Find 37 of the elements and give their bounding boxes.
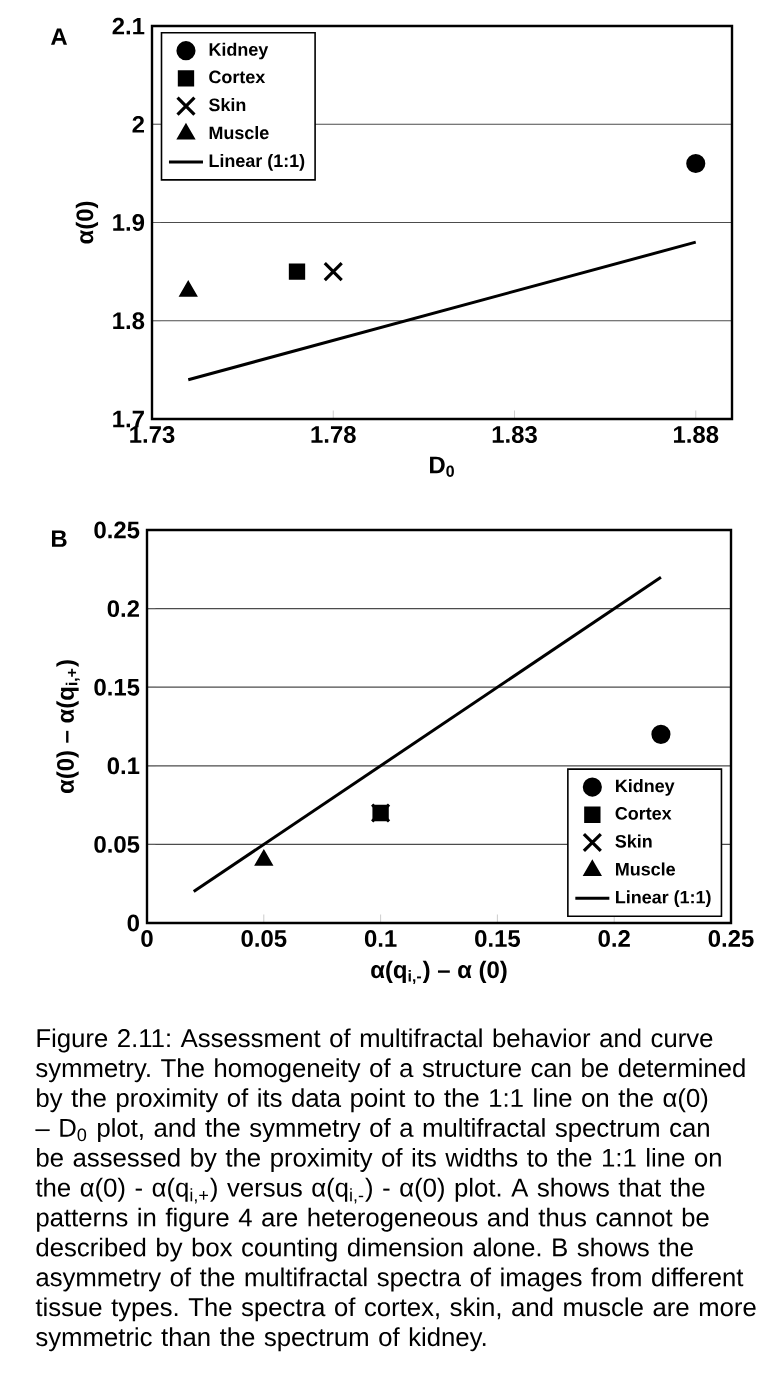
y-tick-label: 0.25 (94, 521, 140, 539)
legend-label: Cortex (615, 807, 672, 820)
y-axis-title: α(0) – α(q$_{i,+}$) (56, 660, 80, 794)
x-axis-title: α(q$_{i,-}$) – α (0) (371, 960, 507, 985)
text: Figure 2.11: Assessment of multifractal behavior and curve symmetry. The homogeneity of a structure can be determined by the proximity of its data point to the 1:1 line on the α(0) – D$_{0}$ plot, and the symmetry of a multifractal spectrum can be assessed by the proximity of its widths to the 1:1 line on the α(0) - α(q$_{i,+}$) versus α(q$_{i,-}$) - α(0) plot. A shows that the patterns in figure 4 are heterogeneous and thus cannot be described by box counting dimension alone. B shows the asymmetry of the multifractal spectra of images from different tissue types. The spectra of cortex, skin, and muscle are more symmetric than the spectrum of kidney. (35, 1028, 756, 1352)
y-tick-label: 1.9 (113, 214, 145, 231)
y-tick-label: 0.15 (94, 678, 140, 696)
x-tick-label: 0.2 (598, 930, 630, 947)
y-tick-label: 2.1 (112, 17, 145, 35)
legend-label: Muscle (616, 862, 676, 876)
x-tick-label: 1.83 (492, 426, 537, 444)
legend-label: Linear (1:1) (616, 890, 711, 908)
legend-label: Kidney (616, 779, 675, 796)
x-axis-title: D$_{0}$ (430, 456, 454, 477)
y-tick-label: 0.1 (107, 757, 140, 775)
x-tick-label: 0.25 (708, 930, 754, 947)
x-tick-label: 1.88 (673, 426, 719, 443)
y-tick-label: 0 (127, 914, 139, 932)
legend-label: Kidney (209, 42, 269, 60)
legend-label: Skin (615, 834, 652, 848)
y-tick-label: 1.8 (113, 312, 145, 330)
y-tick-label: 0.05 (94, 835, 140, 853)
x-tick-label: 0.05 (241, 930, 287, 947)
x-tick-label: 0.15 (475, 930, 520, 947)
x-tick-label: 1.78 (311, 426, 356, 443)
legend-label: Skin (209, 98, 246, 112)
y-tick-label: 0.2 (107, 600, 140, 618)
y-tick-label: 1.7 (113, 410, 144, 428)
text: B (51, 530, 67, 547)
legend-label: Linear (1:1) (209, 153, 305, 171)
x-tick-label: 0.1 (364, 930, 397, 947)
legend-label: Muscle (209, 125, 269, 140)
x-tick-label: 1.73 (130, 426, 175, 444)
y-tick-label: 2 (132, 115, 145, 133)
y-axis-title: α(0) (75, 201, 99, 244)
legend-label: Cortex (209, 70, 266, 84)
text: A (50, 28, 68, 45)
